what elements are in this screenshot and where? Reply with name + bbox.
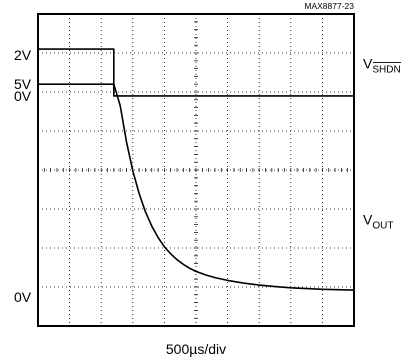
trace-name-label: VOUT bbox=[363, 212, 393, 232]
trace-level-label: 2V bbox=[14, 47, 32, 63]
x-scale-label: 500µs/div bbox=[166, 341, 226, 357]
trace-level-label: 0V bbox=[14, 88, 32, 104]
trace-names: VSHDN VOUT bbox=[363, 56, 401, 232]
trace-out-line bbox=[38, 83, 355, 291]
trace-name-label: VSHDN bbox=[363, 56, 401, 76]
trace-level-label: 0V bbox=[14, 289, 32, 305]
trace-shdn-line bbox=[38, 48, 354, 97]
grid bbox=[38, 14, 354, 326]
figure-id: MAX8877-23 bbox=[304, 1, 354, 11]
trace-level-label: 5V bbox=[14, 76, 32, 92]
traces bbox=[38, 48, 355, 291]
